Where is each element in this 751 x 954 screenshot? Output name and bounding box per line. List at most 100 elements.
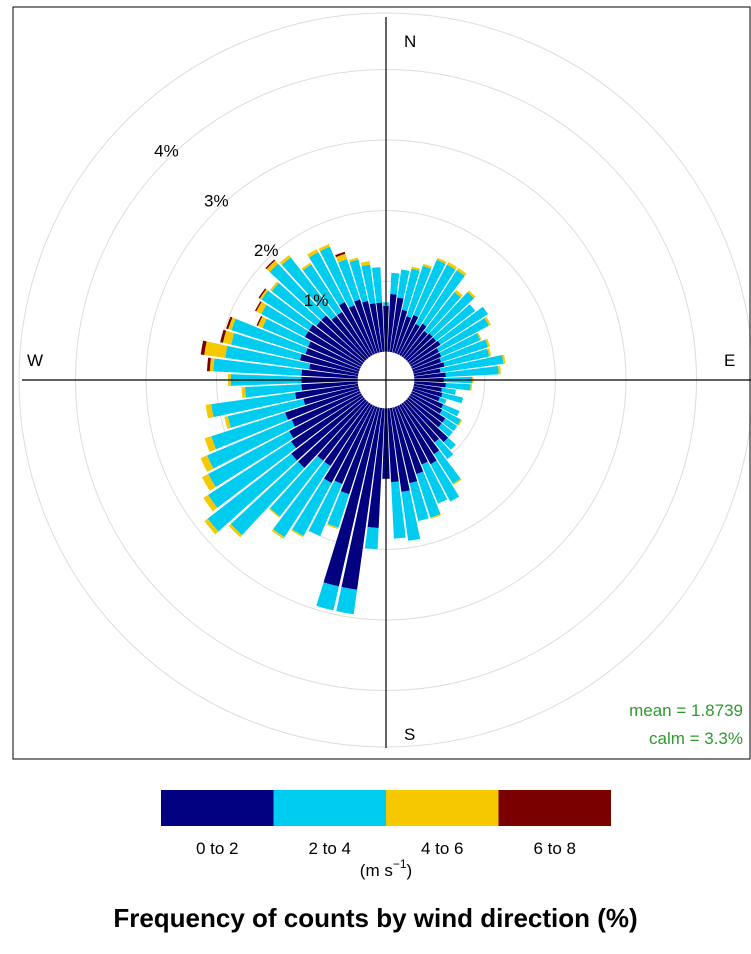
petal-segment <box>415 264 456 327</box>
petal-segment <box>413 383 442 392</box>
petal-segment <box>439 355 504 373</box>
petal-segment <box>389 297 404 353</box>
petal-segment <box>403 400 440 443</box>
petal-segment <box>326 523 339 530</box>
petal-segment <box>414 381 446 388</box>
petal-segment <box>339 302 373 357</box>
petal-segment <box>257 316 267 328</box>
petal-segment <box>317 400 369 461</box>
petal-segment <box>394 406 424 475</box>
petal-segment <box>340 406 378 495</box>
petal-segment <box>402 268 420 312</box>
petal-segment <box>269 508 280 518</box>
petal-segment <box>303 386 360 405</box>
petal-segment <box>396 405 428 465</box>
petal-segment <box>406 337 437 363</box>
color-key-swatch <box>161 790 274 826</box>
petal-segment <box>291 397 366 461</box>
petal-segment <box>399 403 437 465</box>
petal-segment <box>454 289 463 298</box>
compass-axes <box>22 17 751 748</box>
petal-segment <box>207 453 298 532</box>
petal-segment <box>443 437 456 450</box>
petal-segment <box>408 340 441 365</box>
panel-border <box>12 6 751 760</box>
petal-segment <box>389 407 410 492</box>
petal-segment <box>321 315 367 361</box>
petal-segment <box>439 339 489 363</box>
wind-rose-plot: N E S W 1% 2% 3% 4% mean = 1.8739 calm = 3.… <box>12 6 751 760</box>
petal-segment <box>443 348 490 367</box>
petal-segment <box>456 267 467 276</box>
petal-segment <box>430 514 442 520</box>
petal-segment <box>201 473 216 491</box>
petal-segment <box>348 305 376 355</box>
radial-tick-labels: 1% 2% 3% 4% <box>154 141 328 310</box>
petal-segment <box>200 340 207 355</box>
petal-segment <box>211 392 297 418</box>
petal-segment <box>438 423 453 437</box>
petal-segment <box>437 306 488 345</box>
petal-segment <box>289 393 363 439</box>
petal-segment <box>406 397 442 428</box>
petal-segment <box>403 330 428 360</box>
petal-segment <box>405 399 449 443</box>
petal-segment <box>258 288 267 299</box>
petal-segment <box>441 387 456 395</box>
radial-tick-label: 1% <box>304 291 329 310</box>
petal-segment <box>348 257 359 262</box>
petal-segment <box>484 316 491 326</box>
petal-segment <box>302 264 342 316</box>
petal-segment <box>439 333 481 357</box>
petal-segment <box>433 304 476 342</box>
petal-segment <box>307 248 319 258</box>
unit-label-exponent: −1 <box>393 857 407 871</box>
petal-segment <box>416 471 441 518</box>
petal-segment <box>336 586 358 615</box>
petal-segment <box>338 259 361 302</box>
petal-segment <box>433 450 461 484</box>
petal-segment <box>334 405 376 485</box>
petal-segment <box>485 338 491 348</box>
petal-segment <box>256 315 263 327</box>
petal-segment <box>270 281 279 292</box>
petal-segment <box>409 393 443 414</box>
petal-segment <box>254 301 262 312</box>
petal-segment <box>412 362 445 374</box>
petal-segment <box>262 318 311 348</box>
petal-segment <box>397 269 410 299</box>
petal-segment <box>405 333 433 361</box>
petal-segment <box>436 257 447 264</box>
petal-segment <box>453 478 462 485</box>
petal-segment <box>213 358 302 376</box>
petal-segment <box>269 455 324 517</box>
petal-segment <box>438 397 447 404</box>
petal-segment <box>307 341 361 370</box>
petal-segment <box>265 259 276 270</box>
petal-segment <box>261 304 309 338</box>
petal-segment <box>331 315 369 360</box>
petal-segment <box>316 320 366 363</box>
petal-segment <box>430 460 460 502</box>
compass-north-label: N <box>404 32 416 51</box>
petal-segment <box>394 316 412 354</box>
petal-segment <box>477 332 482 341</box>
color-key-swatch <box>273 790 386 826</box>
petal-segment <box>269 263 326 320</box>
petal-segment <box>362 300 380 354</box>
petal-segment <box>501 354 506 364</box>
petal-segment <box>292 478 332 537</box>
petal-segment <box>409 348 440 367</box>
petal-segment <box>271 282 321 326</box>
petal-segment <box>392 309 408 354</box>
petal-segment <box>411 352 442 370</box>
petal-segment <box>341 407 383 590</box>
petal-segment <box>392 406 418 484</box>
petal-segment <box>304 331 363 367</box>
petal-segment <box>442 418 458 432</box>
petal-segment <box>411 390 444 409</box>
petal-segment <box>335 251 346 258</box>
petal-segment <box>204 436 217 452</box>
petal-segment <box>387 408 399 483</box>
petal-segment <box>364 527 379 550</box>
